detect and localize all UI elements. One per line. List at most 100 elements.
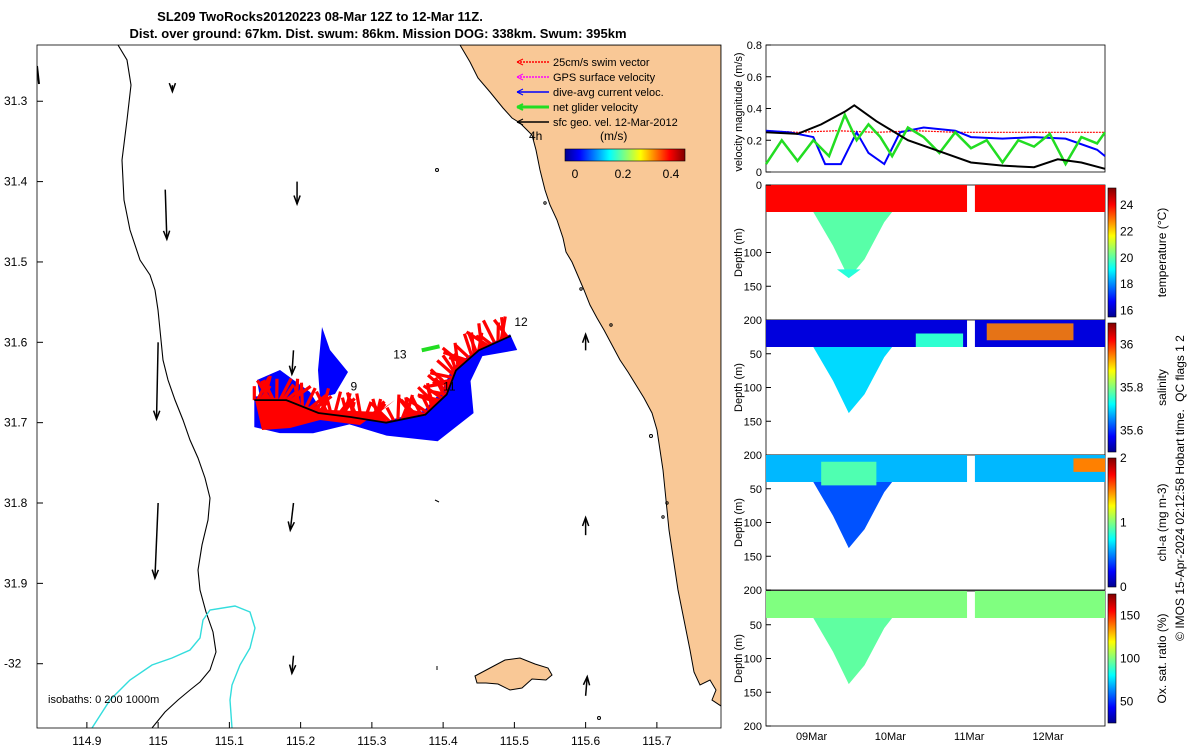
swim-vector [492, 318, 509, 339]
section-colorbar [1107, 457, 1117, 588]
section-ytick-label: 100 [744, 654, 762, 666]
map-ytick-label: 31.4 [4, 175, 28, 189]
map-colorbar-tick-label: 0 [572, 167, 579, 181]
map-ytick-label: 31.6 [4, 335, 28, 349]
swim-vector [281, 383, 295, 402]
section-colorbar-tick-label: 0 [1120, 580, 1127, 594]
velocity-frame [765, 44, 1106, 173]
swim-vector [454, 343, 471, 360]
geo-vector-head [288, 664, 297, 676]
section-chla-bloom [821, 461, 877, 486]
swim-vector [370, 402, 392, 423]
section-colorbar-tick-label: 35.6 [1120, 424, 1144, 438]
section-ytick-label: 50 [750, 349, 762, 361]
map-panel: 9 11 12 13 114.9 115 115.1 115.2 115.3 115.4 115.… [4, 44, 722, 748]
swim-vector [385, 406, 396, 422]
map-track [254, 335, 512, 424]
swim-vector [417, 393, 441, 403]
swim-vector [396, 394, 401, 421]
section-ytick-label: 150 [744, 281, 762, 293]
legend-gps-label: GPS surface velocity [553, 72, 656, 84]
swim-vector [462, 333, 474, 357]
section-ytick-label: 150 [744, 687, 762, 699]
geo-vector-shaft [584, 676, 588, 696]
section-colorbar-tick-label: 35.8 [1120, 381, 1144, 395]
map-frame [36, 44, 722, 729]
velocity-ytick-label: 0.4 [747, 104, 762, 116]
swim-vector [262, 379, 275, 401]
swim-vector [299, 382, 305, 407]
geo-vector-head [168, 82, 177, 94]
section-colorbar-tick-label: 16 [1120, 303, 1134, 317]
map-ytick-label: 31.3 [4, 94, 28, 108]
velocity-ytick-label: 0.8 [747, 40, 762, 52]
islets [434, 168, 669, 720]
title-line-1: SL209 TwoRocks20120223 08-Mar 12Z to 12-… [157, 9, 483, 24]
map-ytick-label: 31.8 [4, 496, 28, 510]
title-line-2: Dist. over ground: 67km. Dist. swum: 86k… [129, 26, 626, 41]
map-colorbar-tick-label: 0.2 [615, 167, 632, 181]
section-colorbar-tick-label: 24 [1120, 198, 1134, 212]
legend-current-label: dive-avg current veloc. [553, 87, 664, 99]
swim-vector [429, 371, 454, 380]
section-ylabel: Depth (m) [733, 363, 745, 412]
section-surface-layer [974, 591, 1105, 618]
geo-vector-head [287, 521, 296, 533]
swim-vector [255, 379, 272, 402]
map-colorbar-tick-label: 0.4 [663, 167, 680, 181]
geo-vector [287, 502, 296, 533]
section-colorbar-label: chl-a (mg m-3) [1155, 483, 1169, 561]
section-colorbar-label: temperature (°C) [1155, 208, 1169, 298]
section-colorbar-tick-label: 20 [1120, 251, 1134, 265]
section-trough [813, 212, 893, 279]
isobath-200 [117, 45, 217, 728]
oxygen-section: 50 100 150 200 Depth (m) 50 100 150 Ox. sat. rat… [733, 590, 1169, 743]
legend-scale-label: 4h [529, 129, 542, 143]
geo-vector-head [162, 230, 171, 242]
swim-vector [436, 359, 456, 377]
section-colorbar-tick-label: 50 [1120, 695, 1134, 709]
section-chla-high [1073, 458, 1105, 472]
map-xtick-label: 115.7 [642, 734, 671, 748]
section-xtick-label: 11Mar [954, 731, 985, 743]
glider-track [254, 335, 512, 424]
swim-vector [481, 319, 497, 344]
section-colorbar-tick-label: 1 [1120, 516, 1127, 530]
map-ytick-label: 31.9 [4, 576, 28, 590]
geo-vector-head [152, 410, 161, 422]
velocity-axes: 0 0.2 0.4 0.6 0.8 [747, 40, 771, 179]
section-mid-patch [915, 333, 964, 347]
swim-vector [432, 378, 453, 386]
waypoint-label: 11 [443, 380, 456, 394]
swim-vector [465, 330, 490, 348]
land-area [459, 45, 721, 707]
temperature-section: 0 100 150 200 Depth (m) 16 18 20 22 24 temperature… [733, 180, 1169, 327]
geo-vector [151, 502, 160, 581]
section-trough [813, 618, 893, 685]
section-ytick-label: 50 [750, 484, 762, 496]
swim-vector [442, 350, 468, 362]
geo-vector [288, 350, 297, 377]
section-ytick-label: 0 [756, 180, 762, 192]
map-xtick-label: 115.5 [500, 734, 529, 748]
map-geo-vectors [151, 82, 591, 696]
section-ytick-label: 200 [744, 450, 762, 462]
island [474, 657, 553, 691]
velocity-ytick-label: 0.2 [747, 135, 762, 147]
map-colorbar-ticks: 0 0.2 0.4 [572, 167, 680, 181]
map-legend: 25cm/s swim vector GPS surface velocity … [516, 57, 686, 181]
section-ylabel: Depth (m) [733, 634, 745, 683]
velocity-ytick-label: 0.6 [747, 72, 762, 84]
swim-vector [429, 389, 448, 397]
velocity-panel: 0 0.2 0.4 0.6 0.8 velocity magnitude (m/s) [733, 40, 1107, 179]
swim-vector [304, 387, 317, 409]
section-colorbar-tick-label: 18 [1120, 277, 1134, 291]
section-ytick-label: 50 [750, 620, 762, 632]
geo-vector-shaft [154, 502, 159, 579]
section-xtick-label: 10Mar [875, 731, 907, 743]
section-ytick-label: 100 [744, 383, 762, 395]
current-lobe-north [318, 327, 348, 398]
section-colorbar-tick-label: 100 [1120, 652, 1140, 666]
geo-vector [581, 332, 590, 351]
isobath-1000 [91, 605, 256, 728]
